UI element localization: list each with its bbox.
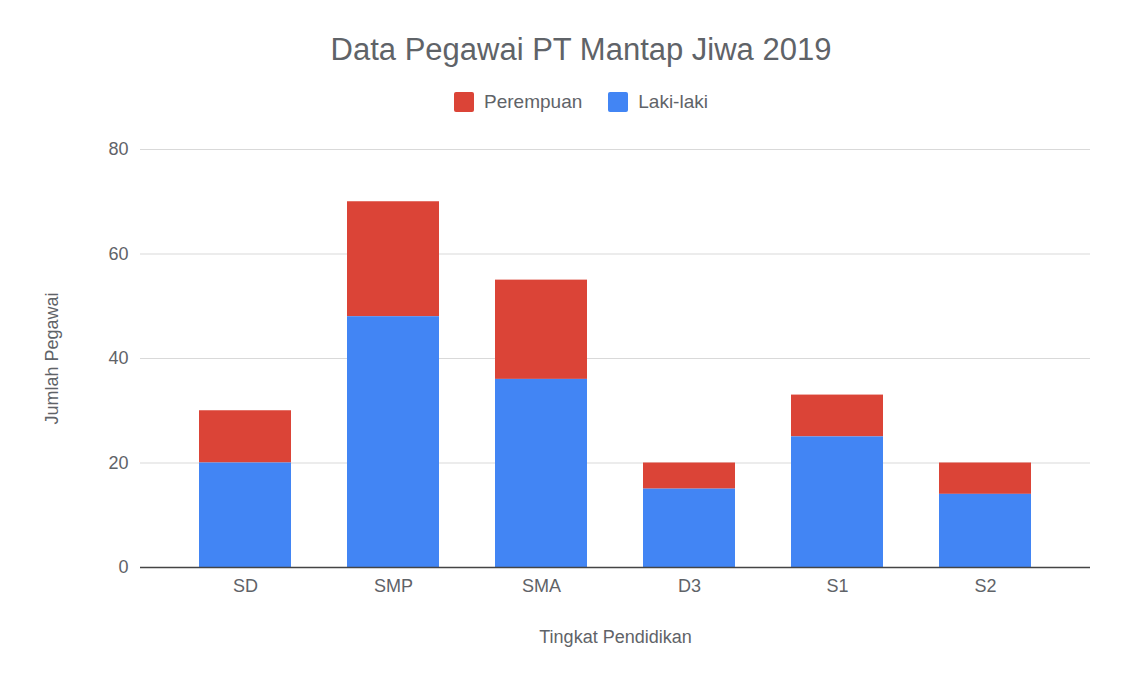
- svg-text:SD: SD: [233, 576, 258, 596]
- svg-text:S1: S1: [826, 576, 848, 596]
- svg-text:Jumlah Pegawai: Jumlah Pegawai: [42, 292, 62, 424]
- svg-text:SMA: SMA: [522, 576, 561, 596]
- svg-text:Tingkat Pendidikan: Tingkat Pendidikan: [539, 627, 691, 647]
- svg-text:40: 40: [108, 348, 128, 368]
- svg-text:20: 20: [108, 453, 128, 473]
- svg-text:0: 0: [118, 557, 128, 577]
- svg-text:80: 80: [108, 139, 128, 159]
- svg-text:SMP: SMP: [374, 576, 413, 596]
- html-text:Perempuan: Perempuan: [484, 91, 583, 112]
- html-text:Laki-laki: Laki-laki: [638, 91, 708, 112]
- svg-text:60: 60: [108, 244, 128, 264]
- svg-text:S2: S2: [974, 576, 996, 596]
- svg-text:D3: D3: [678, 576, 701, 596]
- html-text:Data Pegawai PT Mantap Jiwa 20: Data Pegawai PT Mantap Jiwa 2019: [330, 32, 832, 67]
